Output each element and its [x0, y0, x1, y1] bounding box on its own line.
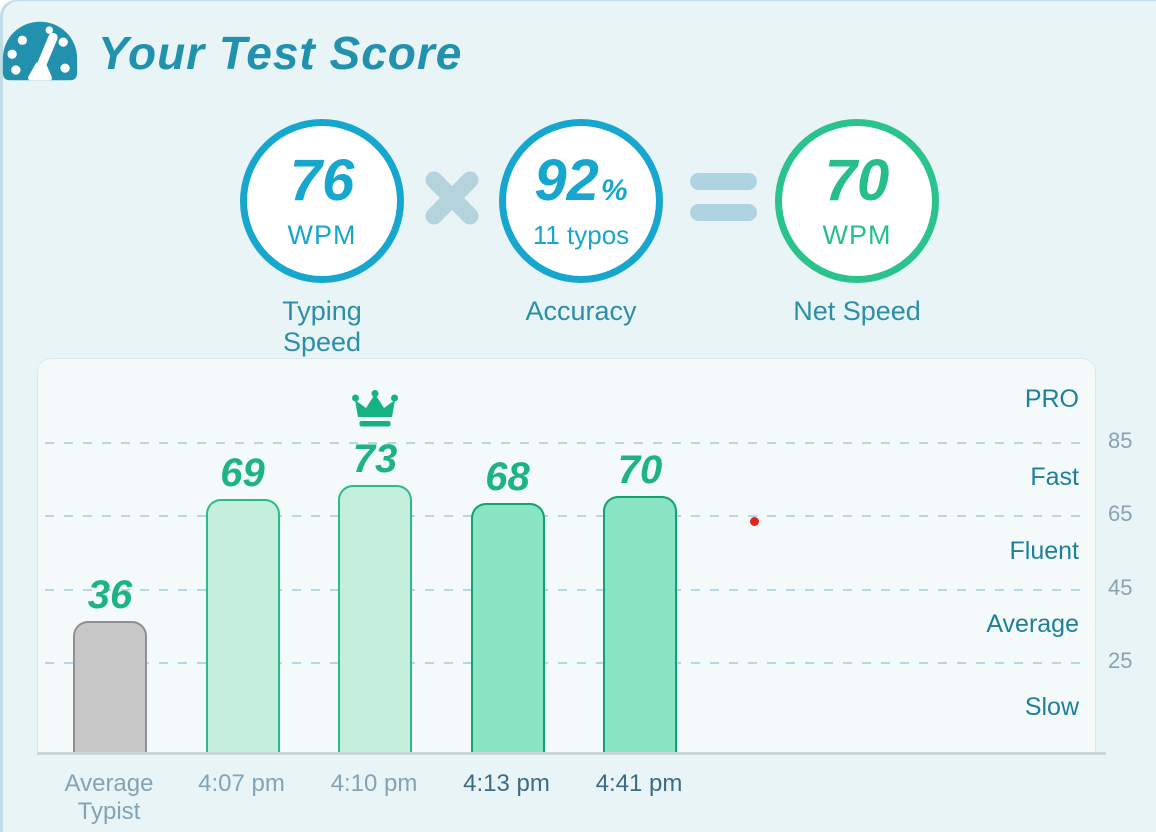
bar-4-13-pm: [470, 503, 545, 753]
bar-value-4-41-pm: 70: [617, 447, 663, 492]
gridline-85: [45, 441, 1088, 444]
net-speed-circle: 70 WPM: [775, 119, 939, 283]
accuracy-label: Accuracy: [525, 296, 637, 326]
net-speed-block: 70 WPM Net Speed: [775, 119, 939, 327]
net-speed-value: 70: [824, 147, 890, 213]
zone-label-fluent: Fluent: [1009, 536, 1079, 565]
x-axis-label-4-41-pm: 4:41 pm: [595, 770, 683, 797]
x-axis-label-4-07-pm: 4:07 pm: [198, 770, 285, 797]
bar-4-41-pm: [603, 495, 677, 753]
header: Your Test Score: [0, 18, 462, 88]
accuracy-block: 92 % 11 typos Accuracy: [499, 119, 663, 327]
typing-speed-value: 76: [289, 147, 355, 213]
bar-value-4-13-pm: 68: [485, 455, 530, 500]
x-axis-label-4-13-pm: 4:13 pm: [463, 770, 550, 797]
accuracy-typos: 11 typos: [532, 219, 630, 250]
chart-baseline: [37, 752, 1106, 755]
net-speed-label: Net Speed: [793, 296, 921, 326]
gridline-45: [45, 588, 1088, 591]
bar-average-typist: [73, 620, 147, 753]
red-dot-indicator: [750, 517, 759, 526]
zone-label-fast: Fast: [1030, 463, 1079, 492]
bar-4-10-pm: [338, 484, 412, 753]
typing-speed-label: Typing Speed: [282, 296, 362, 357]
x-axis-label-average-typist: Average Typist: [64, 770, 154, 826]
zone-label-slow: Slow: [1024, 693, 1079, 722]
accuracy-circle: 92 % 11 typos: [499, 119, 663, 283]
y-tick-25: 25: [1108, 648, 1133, 674]
bar-value-4-10-pm: 73: [352, 436, 398, 481]
page-title: Your Test Score: [98, 27, 463, 79]
y-tick-45: 45: [1108, 574, 1133, 600]
bar-4-07-pm: [205, 499, 280, 753]
bar-value-average-typist: 36: [87, 572, 133, 617]
y-tick-65: 65: [1108, 501, 1133, 527]
speed-history-chart: PRO Fast Fluent Average Slow 36 69 73 68 70 85 65…: [0, 358, 1156, 832]
zone-label-average: Average: [986, 610, 1079, 639]
net-speed-unit: WPM: [822, 219, 892, 250]
typing-speed-block: 76 WPM Typing Speed: [240, 119, 404, 358]
gridline-65: [45, 515, 1088, 518]
typing-speed-circle: 76 WPM: [240, 119, 404, 283]
equals-icon: [690, 173, 757, 235]
x-axis-label-4-10-pm: 4:10 pm: [330, 770, 418, 797]
chart-panel: PRO Fast Fluent Average Slow 36 69 73 68 70: [37, 358, 1096, 753]
multiply-icon: [425, 171, 479, 225]
zone-label-pro: PRO: [1024, 385, 1079, 414]
typing-speed-unit: WPM: [287, 219, 357, 250]
accuracy-value: 92: [534, 147, 599, 213]
percent-sign: %: [600, 173, 628, 207]
gridline-25: [45, 662, 1088, 665]
crown-icon: [351, 389, 399, 433]
speedometer-icon: [0, 18, 80, 88]
y-tick-85: 85: [1108, 427, 1133, 453]
bar-value-4-07-pm: 69: [220, 451, 265, 496]
accuracy-value-row: 92 %: [534, 147, 628, 213]
